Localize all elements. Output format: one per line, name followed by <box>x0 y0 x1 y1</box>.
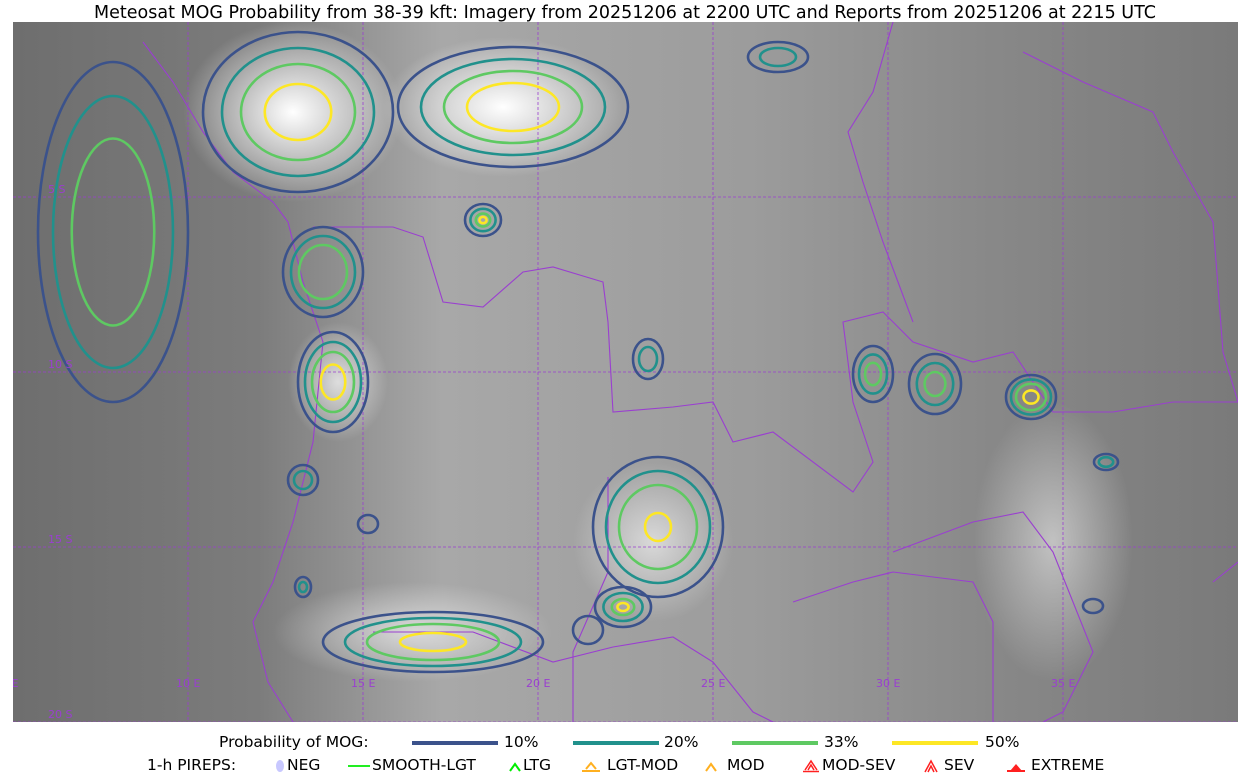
double-caret-icon <box>924 759 938 773</box>
level-label: 50% <box>985 733 1020 751</box>
pirep-label: MOD-SEV <box>822 756 896 774</box>
contour-10% <box>396 45 630 169</box>
level-swatch-33 <box>732 741 818 745</box>
contour-20% <box>604 469 712 585</box>
contour-10% <box>321 610 545 674</box>
lon-label: 35 E <box>1051 677 1075 690</box>
pirep-label: SEV <box>944 756 975 774</box>
contour-20% <box>1009 378 1053 416</box>
contour-10% <box>281 225 365 319</box>
contour-20% <box>857 353 889 395</box>
country-borders <box>142 22 1238 722</box>
contour-20% <box>289 234 357 310</box>
contour-10% <box>1081 597 1105 615</box>
contour-10% <box>286 463 320 497</box>
contour-33% <box>239 62 357 162</box>
contour-33% <box>610 597 636 617</box>
contour-20% <box>469 207 497 233</box>
lon-label: 10 E <box>176 677 200 690</box>
contour-33% <box>863 361 883 387</box>
pirep-legend-label: 1-h PIREPS: <box>147 756 237 774</box>
contour-20% <box>297 580 309 594</box>
caret-bar-icon <box>582 761 600 772</box>
triangle-icon <box>1007 764 1025 772</box>
lon-label: 5 E <box>13 677 18 690</box>
contour-10% <box>1092 452 1120 472</box>
level-swatch-50 <box>892 741 978 745</box>
probability-contours <box>36 30 1120 674</box>
caret-icon <box>509 762 521 772</box>
contour-50% <box>478 215 488 225</box>
contour-33% <box>310 350 356 414</box>
lat-label: 20 S <box>48 708 72 721</box>
contour-20% <box>758 46 798 68</box>
contour-20% <box>343 616 523 668</box>
line-icon <box>348 765 370 767</box>
level-label: 20% <box>664 733 699 751</box>
contour-50% <box>319 363 347 401</box>
contour-10% <box>36 60 190 404</box>
level-swatch-10 <box>412 741 498 745</box>
contour-33% <box>442 69 584 145</box>
pirep-label: MOD <box>727 756 765 774</box>
probability-legend-label: Probability of MOG: <box>219 733 369 751</box>
caret-icon <box>705 762 717 772</box>
contour-50% <box>616 601 630 613</box>
contour-50% <box>398 631 468 653</box>
contour-20% <box>419 57 607 157</box>
contour-20% <box>220 46 376 178</box>
pirep-label: EXTREME <box>1031 756 1105 774</box>
chart-title: Meteosat MOG Probability from 38-39 kft:… <box>94 3 1156 23</box>
lon-label: 20 E <box>526 677 550 690</box>
pirep-label: NEG <box>287 756 321 774</box>
contour-20% <box>303 340 363 424</box>
contour-20% <box>1097 455 1115 469</box>
contour-10% <box>593 585 653 629</box>
contour-10% <box>851 344 895 404</box>
pirep-label: LTG <box>523 756 551 774</box>
neg-icon <box>276 760 284 772</box>
contour-20% <box>637 345 659 373</box>
contour-20% <box>602 591 644 623</box>
contour-10% <box>356 513 380 535</box>
map: 5 E 10 E 15 E 20 E 25 E 30 E 35 E 5 S 10 S 15 S 20… <box>13 22 1238 722</box>
pirep-label: LGT-MOD <box>607 756 679 774</box>
contour-10% <box>463 202 503 238</box>
contour-33% <box>70 137 156 327</box>
pirep-label: SMOOTH-LGT <box>372 756 476 774</box>
contour-10% <box>591 455 725 599</box>
contour-33% <box>1014 382 1048 412</box>
level-label: 33% <box>824 733 859 751</box>
contour-10% <box>296 330 370 434</box>
contour-33% <box>617 483 699 571</box>
contour-50% <box>263 82 333 142</box>
contour-50% <box>1022 389 1040 405</box>
contour-33% <box>474 212 492 228</box>
contour-50% <box>465 81 561 133</box>
contour-33% <box>297 243 349 301</box>
contour-20% <box>292 469 314 491</box>
lat-label: 15 S <box>48 533 72 546</box>
double-caret-bar-icon <box>803 759 819 773</box>
contour-10% <box>201 30 395 194</box>
level-label: 10% <box>504 733 539 751</box>
contour-20% <box>915 361 955 407</box>
contour-10% <box>1004 373 1058 421</box>
contour-10% <box>907 352 963 416</box>
lon-label: 25 E <box>701 677 725 690</box>
contour-33% <box>923 370 947 398</box>
lon-label: 30 E <box>876 677 900 690</box>
grid-labels: 5 E 10 E 15 E 20 E 25 E 30 E 35 E 5 S 10 S 15 S 20… <box>13 183 1075 721</box>
contour-10% <box>293 575 313 599</box>
contour-10% <box>631 337 665 381</box>
lat-label: 10 S <box>48 358 72 371</box>
lat-label: 5 S <box>48 183 65 196</box>
lon-label: 15 E <box>351 677 375 690</box>
contour-20% <box>51 94 175 370</box>
level-swatch-20 <box>573 741 659 745</box>
contour-10% <box>746 40 810 74</box>
contour-10% <box>571 614 605 646</box>
contour-33% <box>365 622 501 662</box>
contour-50% <box>643 511 673 543</box>
